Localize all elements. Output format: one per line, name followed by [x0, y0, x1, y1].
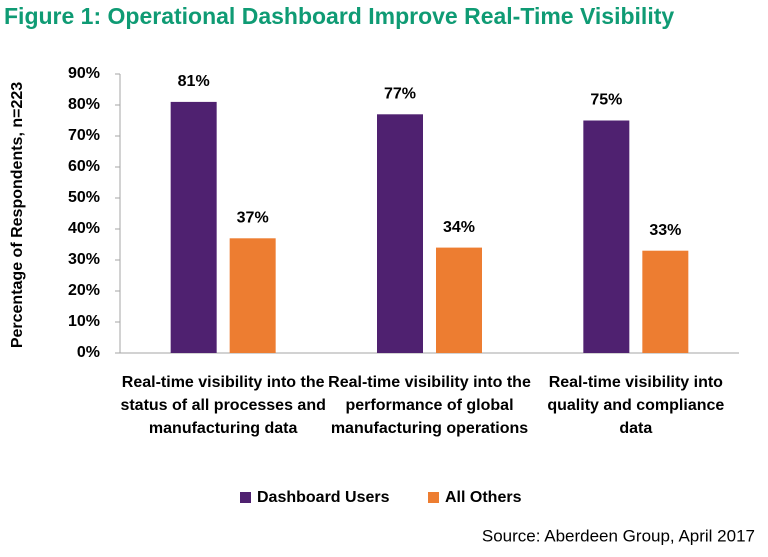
bar	[229, 238, 276, 353]
data-label: 34%	[443, 219, 475, 236]
x-tick-label: Real-time visibility into quality and co…	[547, 374, 725, 437]
bar	[642, 250, 689, 353]
legend-label: Dashboard Users	[257, 489, 390, 506]
y-axis-title: Percentage of Respondents, n=223	[9, 82, 26, 348]
y-tick-label: 50%	[68, 189, 100, 206]
legend-swatch	[240, 492, 251, 503]
legend-label: All Others	[445, 489, 522, 506]
data-label: 33%	[649, 222, 681, 239]
y-tick-label: 30%	[68, 251, 100, 268]
bar	[377, 114, 423, 353]
y-tick-label: 10%	[68, 313, 100, 330]
y-tick-label: 60%	[68, 158, 100, 175]
y-tick-label: 90%	[68, 65, 100, 82]
y-tick-label: 0%	[77, 344, 100, 361]
y-tick-label: 20%	[68, 282, 100, 299]
data-label: 75%	[590, 92, 622, 109]
chart-title: Figure 1: Operational Dashboard Improve …	[4, 3, 674, 29]
x-tick-label: Real-time visibility into the status of …	[120, 374, 326, 437]
data-label: 81%	[178, 73, 210, 90]
y-tick-label: 40%	[68, 220, 100, 237]
bar	[436, 247, 482, 353]
data-label: 77%	[384, 86, 416, 103]
source: Source: Aberdeen Group, April 2017	[482, 526, 755, 545]
data-label: 37%	[237, 210, 269, 227]
y-tick-label: 80%	[68, 96, 100, 113]
bar	[170, 101, 217, 354]
x-tick-label: Real-time visibility into the performanc…	[328, 374, 531, 437]
legend-swatch	[428, 492, 439, 503]
y-tick-label: 70%	[68, 127, 100, 144]
bar	[583, 120, 630, 353]
